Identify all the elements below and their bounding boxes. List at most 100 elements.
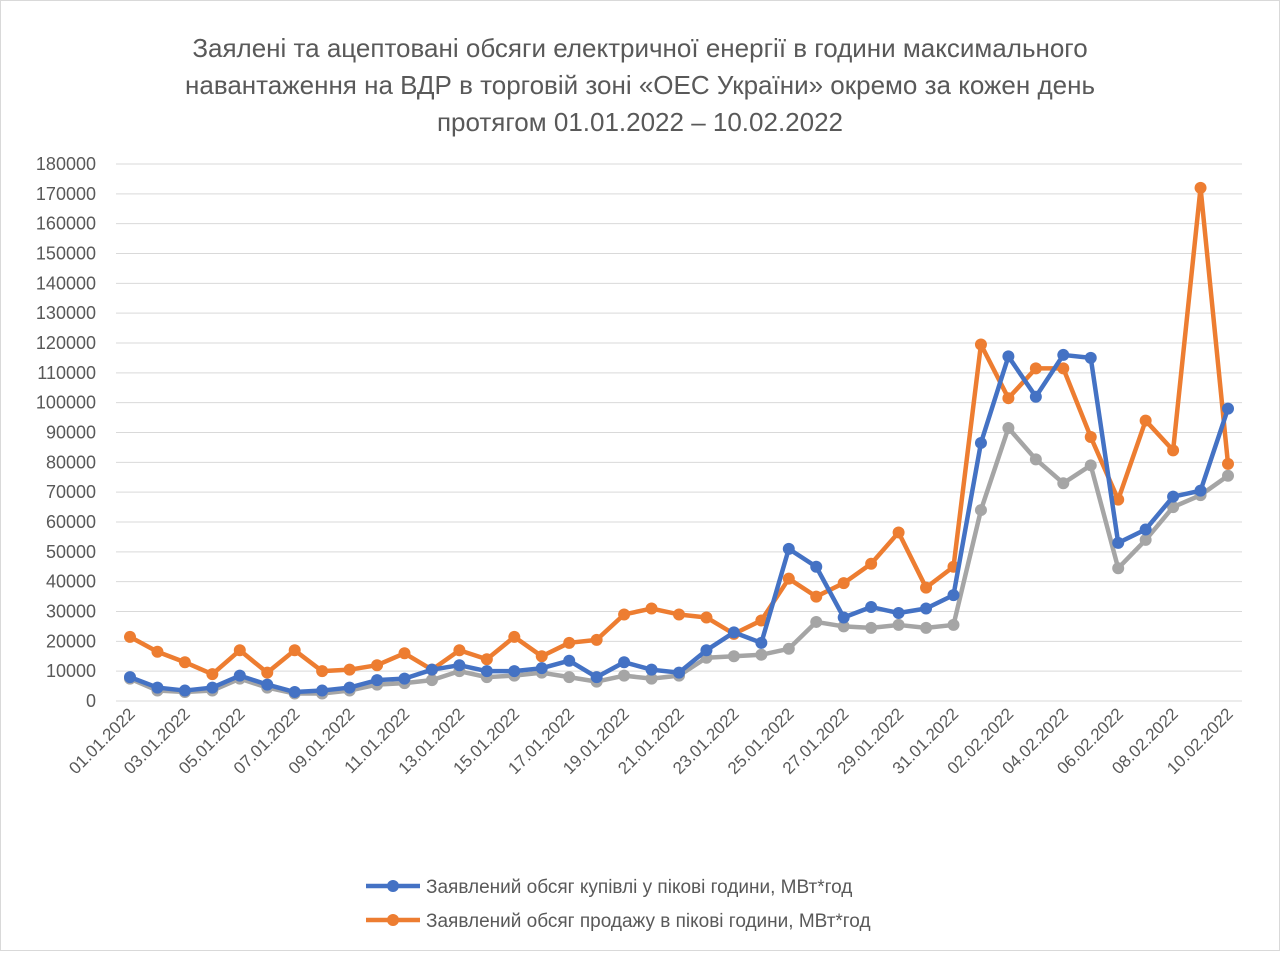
legend-marker [387, 880, 399, 892]
data-point [1112, 536, 1125, 549]
data-point [837, 577, 850, 590]
data-point [920, 581, 933, 594]
data-point [1057, 477, 1070, 490]
data-point [865, 557, 878, 570]
y-tick-label: 20000 [46, 631, 96, 651]
data-point [700, 644, 713, 657]
data-point [1222, 469, 1234, 482]
data-point [261, 666, 274, 679]
y-tick-label: 50000 [46, 542, 96, 562]
data-point [1167, 444, 1180, 457]
y-tick-label: 70000 [46, 482, 96, 502]
data-point [782, 542, 795, 555]
data-point [892, 606, 905, 619]
data-point [727, 626, 740, 639]
data-point [343, 681, 356, 694]
data-point [124, 671, 136, 684]
data-point [590, 633, 603, 646]
data-point [974, 338, 987, 351]
data-point [1002, 392, 1015, 405]
data-point [261, 678, 274, 691]
data-point [673, 666, 685, 679]
data-point [206, 668, 219, 681]
data-point [727, 650, 740, 663]
y-tick-label: 170000 [36, 184, 96, 204]
data-point [288, 644, 301, 657]
data-point [645, 663, 658, 676]
data-point [535, 650, 548, 663]
y-tick-label: 30000 [46, 602, 96, 622]
legend-label: Заявлений обсяг продажу в пікові години,… [426, 911, 871, 932]
data-point [398, 672, 411, 685]
data-point [1029, 362, 1042, 375]
data-point [920, 602, 933, 615]
legend-entry: Заявлений обсяг продажу в пікові години,… [366, 911, 871, 932]
data-point [1002, 422, 1015, 435]
data-point [178, 684, 191, 697]
data-point [920, 621, 933, 634]
data-point [535, 662, 548, 675]
data-point [1084, 430, 1097, 443]
data-point [947, 589, 960, 602]
y-tick-label: 40000 [46, 572, 96, 592]
data-point [425, 674, 438, 687]
y-tick-label: 0 [86, 691, 96, 711]
data-point [233, 669, 246, 682]
data-point [233, 644, 246, 657]
data-point [947, 618, 960, 631]
data-point [837, 611, 850, 624]
data-point [1057, 362, 1070, 375]
data-point [974, 504, 987, 517]
y-tick-label: 160000 [36, 214, 96, 234]
data-point [1002, 350, 1015, 363]
data-point [837, 620, 850, 633]
data-point [782, 642, 795, 655]
data-point [645, 602, 658, 615]
data-point [563, 654, 576, 667]
data-point [1167, 501, 1180, 514]
data-point [974, 436, 987, 449]
data-point [1057, 348, 1070, 361]
data-point [288, 686, 301, 699]
data-point [206, 681, 219, 694]
data-point [755, 636, 768, 649]
data-point [700, 611, 713, 624]
y-tick-label: 60000 [46, 512, 96, 532]
data-point [1139, 533, 1152, 546]
data-point [618, 608, 631, 621]
data-point [480, 653, 493, 666]
data-point [1139, 414, 1152, 427]
data-point [755, 648, 768, 661]
y-tick-label: 110000 [37, 363, 96, 383]
y-tick-label: 120000 [36, 333, 96, 353]
chart-title: Заялені та ацептовані обсяги електричної… [185, 33, 1095, 137]
data-point [398, 647, 411, 660]
data-point [480, 665, 493, 678]
data-point [1222, 402, 1234, 415]
y-tick-label: 80000 [46, 452, 96, 472]
data-point [371, 659, 384, 672]
data-point [508, 665, 521, 678]
data-point [892, 526, 905, 539]
data-point [645, 672, 658, 685]
data-point [1222, 457, 1234, 470]
y-tick-label: 100000 [36, 393, 96, 413]
data-point [1194, 484, 1207, 497]
y-tick-label: 150000 [36, 244, 96, 264]
data-point [865, 621, 878, 634]
data-point [865, 601, 878, 614]
data-point [590, 671, 603, 684]
data-point [343, 663, 356, 676]
data-point [508, 630, 521, 643]
data-point [810, 615, 823, 628]
data-point [673, 608, 685, 621]
y-tick-label: 180000 [36, 154, 96, 174]
data-point [755, 614, 768, 627]
data-point [453, 644, 466, 657]
y-tick-label: 140000 [36, 273, 96, 293]
data-point [782, 572, 795, 585]
data-point [453, 659, 466, 672]
